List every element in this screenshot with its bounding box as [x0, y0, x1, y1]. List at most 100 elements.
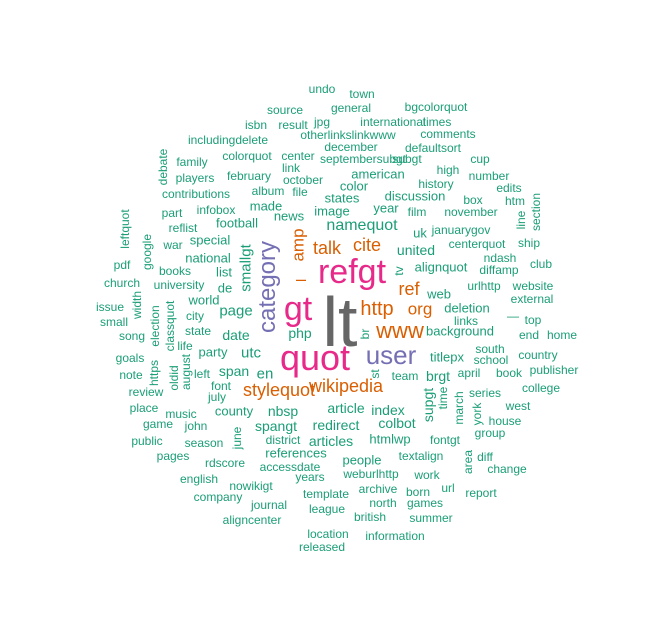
cloud-word: issue	[95, 300, 125, 314]
cloud-word: international	[360, 115, 426, 129]
cloud-word: wikipedia	[308, 376, 384, 396]
cloud-word: note	[119, 368, 143, 382]
cloud-word: index	[371, 402, 405, 418]
cloud-word: colbot	[378, 415, 416, 431]
cloud-word: english	[179, 472, 219, 486]
cloud-word: games	[406, 496, 444, 510]
cloud-word: goals	[115, 351, 145, 365]
cloud-word: st	[368, 369, 382, 379]
cloud-word: br	[358, 328, 372, 340]
cloud-word: http	[360, 298, 394, 320]
cloud-word: en	[256, 365, 274, 383]
cloud-word: accessdate	[259, 460, 321, 474]
cloud-word: album	[251, 184, 285, 198]
cloud-word: review	[128, 385, 164, 399]
cloud-word: user	[365, 340, 417, 370]
cloud-word: supgt	[420, 387, 436, 423]
cloud-word: election	[148, 305, 162, 347]
cloud-word: htm	[504, 194, 526, 208]
cloud-word: november	[444, 205, 498, 219]
cloud-word: urlhttp	[467, 279, 501, 293]
cloud-word: north	[369, 496, 397, 510]
cloud-word: undo	[308, 82, 336, 96]
cloud-word: states	[324, 190, 360, 206]
cloud-word: span	[218, 363, 250, 379]
cloud-word: quot	[279, 337, 351, 378]
cloud-word: classquot	[163, 300, 177, 352]
cloud-word: https	[147, 359, 161, 387]
cloud-word: american	[351, 166, 405, 182]
cloud-word: club	[529, 257, 553, 271]
cloud-word: comments	[420, 127, 476, 141]
cloud-word: music	[165, 407, 197, 421]
cloud-word: includingdelete	[187, 133, 269, 147]
cloud-word: high	[436, 163, 460, 177]
cloud-word: refgt	[317, 253, 387, 291]
cloud-word: west	[505, 399, 531, 413]
cloud-word: de	[217, 280, 233, 296]
cloud-word: information	[365, 529, 425, 543]
cloud-word: background	[426, 323, 494, 339]
cloud-word: archive	[358, 482, 398, 496]
cloud-word: template	[302, 487, 350, 501]
cloud-word: group	[474, 426, 506, 440]
cloud-word: february	[226, 169, 272, 183]
cloud-word: pages	[156, 449, 190, 463]
cloud-word: tv	[392, 266, 406, 276]
cloud-word: life	[177, 339, 193, 353]
cloud-word: result	[278, 118, 308, 132]
cloud-word: januarygov	[431, 223, 491, 237]
cloud-word: alignquot	[414, 259, 468, 275]
cloud-word: infobox	[196, 203, 236, 217]
cloud-word: smallgt	[237, 244, 255, 292]
cloud-word: nowikigt	[229, 479, 273, 493]
cloud-word: league	[308, 502, 346, 516]
cloud-word: box	[463, 193, 483, 207]
cloud-word: town	[349, 87, 375, 101]
cloud-word: ref	[398, 279, 420, 299]
cloud-word: city	[186, 309, 204, 323]
cloud-word: septembersubgt	[319, 152, 407, 166]
cloud-word: cup	[470, 152, 490, 166]
cloud-word: weburlhttp	[343, 467, 399, 481]
cloud-word: subgt	[392, 152, 422, 166]
cloud-word: united	[396, 242, 436, 258]
cloud-word: news	[273, 208, 305, 224]
cloud-word: publisher	[529, 363, 579, 377]
cloud-word: colorquot	[222, 149, 272, 163]
cloud-word: book	[495, 366, 523, 380]
cloud-word: leftquot	[118, 209, 132, 249]
cloud-word: march	[452, 391, 466, 425]
cloud-word: debate	[156, 148, 170, 186]
cloud-word: top	[524, 313, 542, 327]
cloud-word: october	[282, 173, 324, 187]
cloud-word: defaultsort	[404, 141, 462, 155]
cloud-word: edits	[496, 181, 522, 195]
cloud-word: list	[216, 264, 232, 280]
cloud-word: state	[184, 324, 212, 338]
cloud-word: amp	[288, 228, 308, 262]
cloud-word: contributions	[161, 187, 231, 201]
cloud-word: utc	[240, 344, 262, 362]
cloud-word: width	[130, 290, 144, 320]
cloud-word: april	[457, 366, 481, 380]
cloud-word: articles	[308, 433, 354, 449]
cloud-word: john	[184, 419, 208, 433]
cloud-word: end	[518, 328, 540, 342]
cloud-word: deletion	[444, 300, 490, 316]
cloud-word: diffamp	[479, 263, 519, 277]
cloud-word: htmlwp	[369, 431, 411, 447]
cloud-word: rdscore	[204, 456, 246, 470]
cloud-word: otherlinkslinkwww	[300, 128, 396, 142]
cloud-word: june	[230, 426, 244, 450]
cloud-word: war	[163, 238, 183, 252]
cloud-word: —	[507, 309, 519, 323]
cloud-word: football	[216, 215, 258, 231]
cloud-word: journal	[250, 498, 288, 512]
cloud-word: redirect	[312, 417, 360, 433]
cloud-word: players	[175, 171, 215, 185]
cloud-word: history	[418, 177, 454, 191]
cloud-word: bgcolorquot	[404, 100, 468, 114]
cloud-word: pdf	[113, 258, 131, 272]
